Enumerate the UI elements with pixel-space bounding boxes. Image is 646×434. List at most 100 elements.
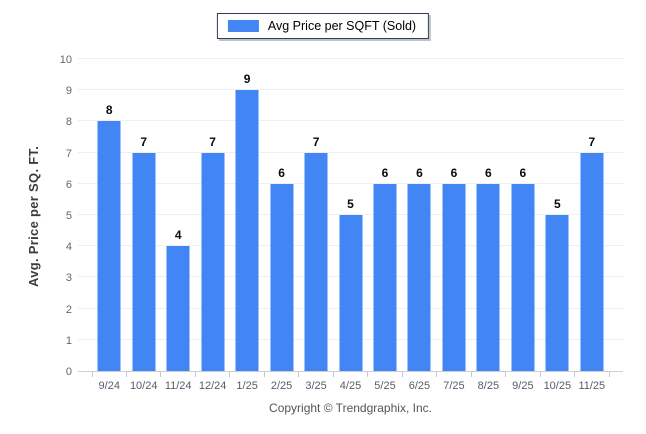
bar-slot: 5 10/25: [540, 60, 574, 392]
x-tick-label: 6/25: [408, 380, 431, 392]
bar: [545, 215, 569, 371]
bar-slot: 6 2/25: [264, 60, 298, 392]
bar: [511, 183, 535, 371]
x-axis-tick-mark: [574, 372, 576, 377]
x-axis-tick-mark: [194, 372, 196, 377]
y-tick-label: 4: [65, 241, 72, 254]
bar-slot: 6 9/25: [506, 60, 540, 392]
x-axis-tick-mark: [298, 372, 300, 377]
gridline: [78, 214, 623, 215]
bar-slot: 6 5/25: [368, 60, 402, 392]
bar-slot: 7 10/24: [126, 60, 160, 392]
bars-area: 8 9/24 7 10/24 4 11/24 7 12/24 9 1/25 6 2/25 7 3/25 5 4…: [91, 60, 610, 392]
y-tick-label: 3: [65, 272, 72, 285]
y-tick-label: 7: [65, 147, 72, 160]
x-axis-tick-mark: [608, 372, 610, 377]
bar-value-label: 4: [174, 228, 182, 243]
x-axis-tick-mark: [505, 372, 507, 377]
bar: [304, 152, 328, 371]
x-axis-tick-mark: [367, 372, 369, 377]
bar-slot: 7 3/25: [299, 60, 333, 392]
bar: [580, 152, 604, 371]
x-tick-label: 10/25: [543, 380, 572, 392]
y-tick-label: 10: [59, 54, 72, 66]
y-tick-label: 8: [65, 116, 72, 129]
bar-value-label: 8: [105, 103, 113, 118]
y-tick-label: 9: [65, 85, 72, 98]
bar: [235, 90, 259, 371]
y-tick-label: 2: [65, 303, 72, 316]
bar-value-label: 6: [381, 165, 389, 180]
bar: [339, 215, 363, 371]
x-tick-label: 10/24: [129, 380, 158, 392]
bar-slot: 4 11/24: [161, 60, 195, 392]
x-axis-tick-mark: [539, 372, 541, 377]
bar: [373, 183, 397, 371]
x-tick-label: 9/24: [98, 380, 120, 392]
x-axis-tick-mark: [229, 372, 231, 377]
bar-value-label: 5: [347, 197, 354, 211]
bar-slot: 6 6/25: [402, 60, 436, 392]
y-tick-label: 6: [65, 178, 72, 191]
x-tick-label: 8/25: [477, 380, 500, 392]
bar-value-label: 9: [243, 72, 251, 87]
bar-slot: 6 7/25: [437, 60, 471, 392]
bar-value-label: 7: [312, 134, 320, 149]
gridline: [78, 182, 623, 184]
bar: [442, 183, 466, 371]
x-axis-tick-mark: [125, 372, 127, 377]
legend: Avg Price per SQFT (Sold): [216, 13, 430, 39]
y-tick-label: 0: [65, 366, 72, 378]
gridline: [78, 151, 623, 153]
x-axis-tick-mark: [436, 372, 438, 377]
bar: [166, 246, 190, 371]
bar-value-label: 6: [416, 165, 423, 180]
x-tick-label: 5/25: [374, 380, 396, 392]
x-tick-label: 9/25: [512, 380, 534, 392]
legend-label: Avg Price per SQFT (Sold): [267, 19, 417, 33]
x-axis-tick-mark: [160, 372, 162, 377]
y-tick-label: 5: [65, 210, 72, 222]
legend-swatch: [227, 20, 259, 32]
copyright-text: Copyright © Trendgraphix, Inc.: [269, 401, 432, 415]
x-tick-label: 11/24: [164, 380, 192, 392]
bar-value-label: 7: [588, 134, 596, 149]
y-axis-tick-labels: 0 1 2 3 4 5 6 7 8 9 10: [0, 54, 72, 378]
x-tick-label: 1/25: [236, 380, 258, 392]
x-tick-label: 11/25: [578, 380, 606, 392]
gridline: [78, 89, 623, 91]
x-tick-label: 3/25: [305, 380, 327, 392]
bar-slot: 7 11/25: [575, 60, 609, 392]
bar: [132, 152, 156, 371]
x-axis-tick-mark: [470, 372, 472, 377]
x-tick-label: 7/25: [443, 380, 465, 392]
gridline: [78, 120, 623, 122]
bar: [476, 183, 500, 371]
bar: [201, 152, 225, 371]
bar: [97, 121, 121, 371]
bar-value-label: 6: [519, 165, 527, 180]
x-axis-tick-mark: [263, 372, 265, 377]
gridline: [78, 58, 623, 59]
x-axis-tick-mark: [401, 372, 403, 377]
bar-slot: 7 12/24: [195, 60, 229, 392]
x-tick-label: 2/25: [270, 380, 293, 392]
bar-slot: 8 9/24: [92, 60, 126, 392]
bar-slot: 9 1/25: [230, 60, 264, 392]
bar: [270, 183, 294, 371]
bar-value-label: 6: [485, 165, 492, 180]
bar-value-label: 7: [140, 134, 148, 149]
bar-value-label: 5: [553, 197, 561, 211]
plot-area: 8 9/24 7 10/24 4 11/24 7 12/24 9 1/25 6 2/25 7 3/25 5 4…: [78, 58, 623, 392]
x-tick-label: 4/25: [339, 380, 362, 392]
bar-slot: 6 8/25: [471, 60, 505, 392]
x-tick-label: 12/24: [198, 380, 227, 392]
bar-value-label: 7: [209, 134, 216, 149]
bar: [407, 183, 431, 371]
x-axis-tick-mark: [91, 372, 93, 377]
bar-slot: 5 4/25: [333, 60, 367, 392]
bar-value-label: 6: [278, 165, 285, 180]
y-tick-label: 1: [65, 334, 72, 347]
bar-value-label: 6: [450, 165, 458, 180]
